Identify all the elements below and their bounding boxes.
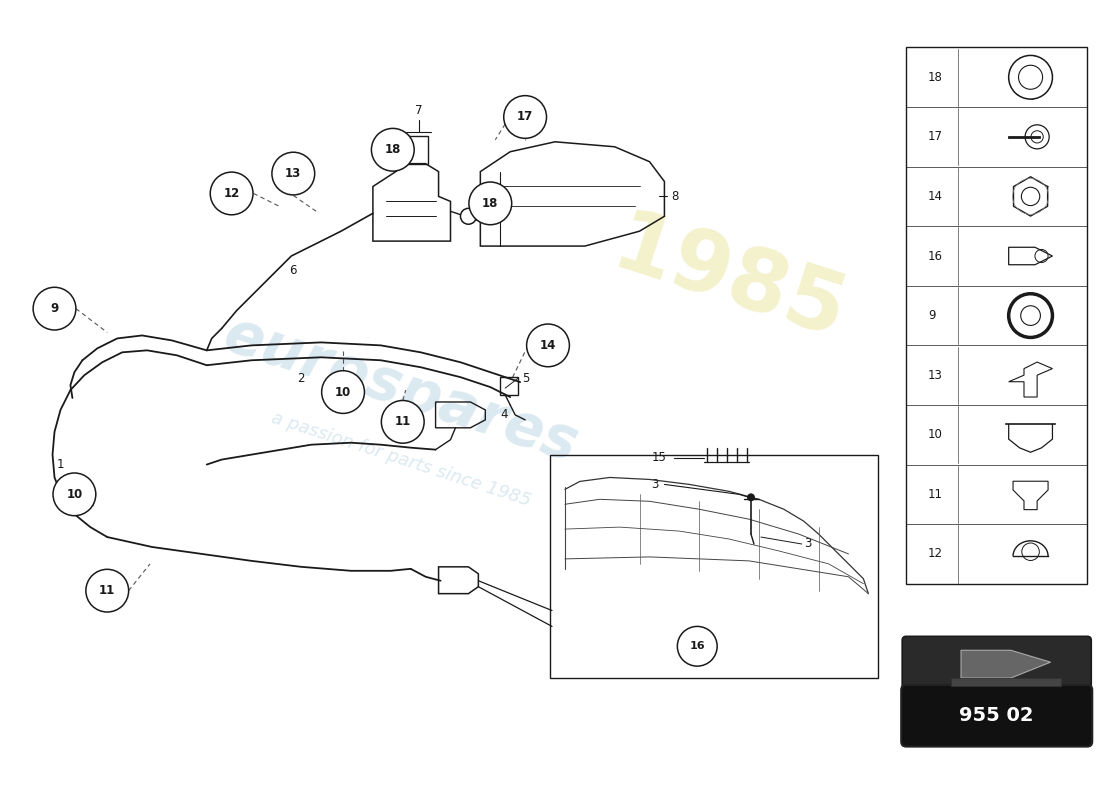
- Text: 9: 9: [51, 302, 58, 315]
- Circle shape: [747, 494, 755, 502]
- Circle shape: [321, 370, 364, 414]
- Text: eurospares: eurospares: [217, 306, 585, 474]
- Circle shape: [469, 182, 512, 225]
- Text: 10: 10: [66, 488, 82, 501]
- Text: 16: 16: [690, 642, 705, 651]
- Text: 12: 12: [928, 547, 943, 561]
- Text: 17: 17: [517, 110, 534, 123]
- Text: 4: 4: [500, 408, 508, 422]
- Circle shape: [461, 208, 476, 224]
- Text: 11: 11: [99, 584, 116, 597]
- Text: 16: 16: [928, 250, 943, 262]
- Text: 18: 18: [482, 197, 498, 210]
- Text: 3: 3: [651, 478, 659, 491]
- Text: 3: 3: [804, 538, 811, 550]
- Text: 18: 18: [385, 143, 402, 156]
- Circle shape: [210, 172, 253, 214]
- Text: 15: 15: [651, 451, 667, 464]
- Circle shape: [86, 570, 129, 612]
- Text: 7: 7: [415, 104, 422, 117]
- Text: 5: 5: [522, 372, 529, 385]
- Circle shape: [372, 128, 415, 171]
- Text: 955 02: 955 02: [959, 706, 1034, 726]
- Text: 9: 9: [928, 309, 936, 322]
- Text: 10: 10: [928, 428, 943, 442]
- Text: 14: 14: [540, 339, 557, 352]
- Text: 12: 12: [223, 187, 240, 200]
- Text: 13: 13: [928, 369, 943, 382]
- Text: 10: 10: [334, 386, 351, 398]
- Text: 2: 2: [297, 372, 305, 385]
- Polygon shape: [961, 650, 1050, 678]
- Circle shape: [33, 287, 76, 330]
- Circle shape: [527, 324, 570, 366]
- Circle shape: [504, 96, 547, 138]
- Circle shape: [382, 401, 425, 443]
- Text: 18: 18: [928, 70, 943, 84]
- Circle shape: [678, 626, 717, 666]
- Text: 17: 17: [928, 130, 943, 143]
- FancyBboxPatch shape: [901, 685, 1092, 746]
- Text: 8: 8: [671, 190, 679, 203]
- Circle shape: [272, 152, 315, 195]
- Text: 14: 14: [928, 190, 943, 203]
- Text: 11: 11: [928, 488, 943, 501]
- Text: a passion for parts since 1985: a passion for parts since 1985: [268, 409, 532, 510]
- Circle shape: [53, 473, 96, 516]
- Text: 1: 1: [57, 458, 65, 471]
- Text: 13: 13: [285, 167, 301, 180]
- Text: 11: 11: [395, 415, 411, 428]
- FancyBboxPatch shape: [902, 636, 1091, 692]
- Polygon shape: [952, 678, 1060, 686]
- Text: 6: 6: [289, 265, 296, 278]
- Text: 1985: 1985: [603, 204, 856, 358]
